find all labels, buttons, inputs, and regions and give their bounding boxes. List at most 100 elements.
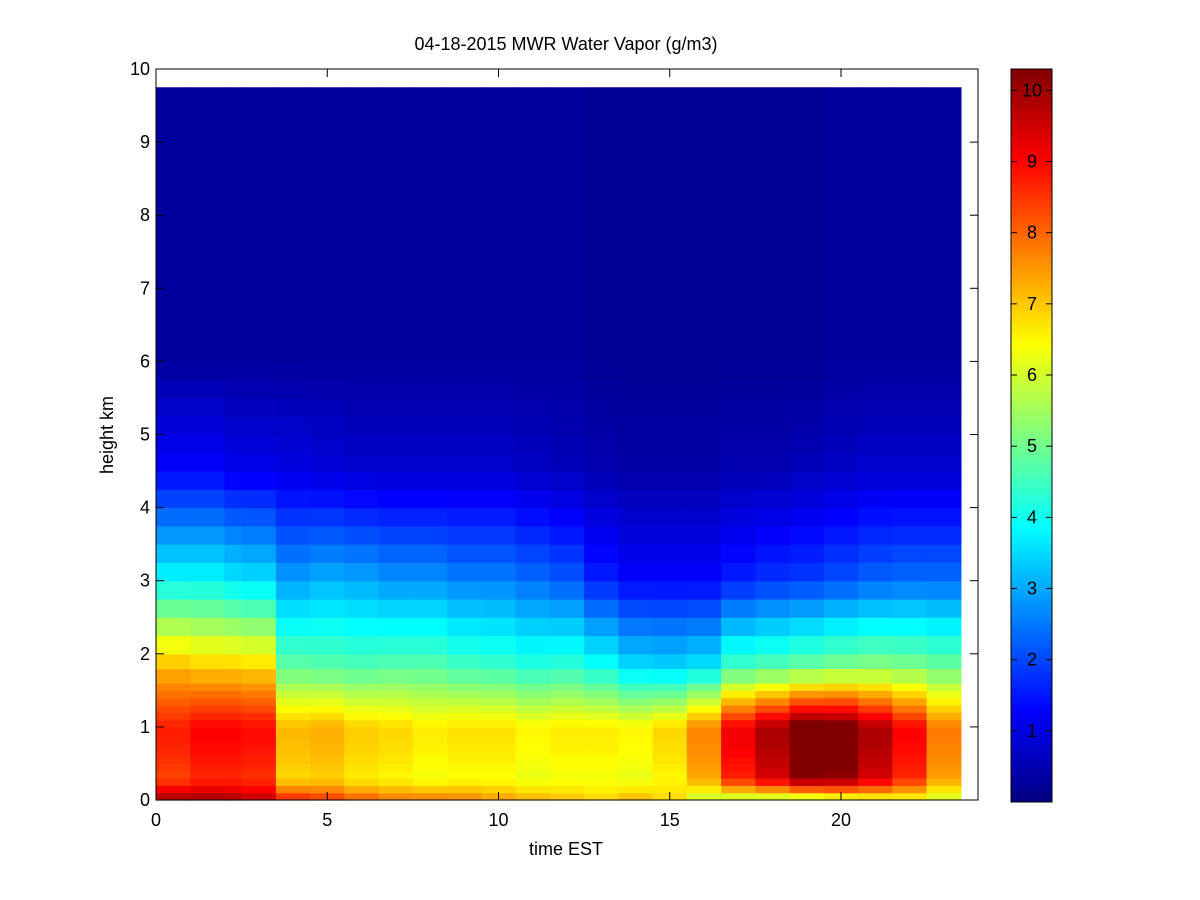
heatmap-cell [755,507,791,527]
heatmap-cell [224,361,243,381]
heatmap-cell [190,668,226,684]
heatmap-cell [481,719,517,728]
heatmap-cell [378,792,414,801]
heatmap-cell [584,215,619,253]
y-tick-label: 2 [140,644,150,664]
heatmap-cell [926,178,962,216]
heatmap-cell [310,617,345,637]
heatmap-cell [584,178,619,216]
heatmap-cell [224,580,243,600]
heatmap-cell [156,770,191,779]
heatmap-cell [686,379,722,399]
heatmap-cell [275,142,311,180]
heatmap-cell [652,734,688,743]
heatmap-cell [241,489,277,509]
heatmap-cell [549,697,585,706]
heatmap-cell [549,748,585,757]
heatmap-cell [156,105,191,143]
heatmap-cell [447,741,482,750]
heatmap-cell [549,598,585,618]
heatmap-cell [412,452,448,472]
heatmap-cell [224,251,243,289]
heatmap-cell [190,178,226,216]
heatmap-cell [275,525,311,545]
heatmap-cell [344,653,380,670]
heatmap-cell [224,105,243,143]
heatmap-cell [823,770,859,779]
heatmap-cell [275,416,311,436]
heatmap-cell [823,690,859,699]
heatmap-cell [721,361,756,381]
heatmap-cell [344,726,380,735]
heatmap-cell [755,653,791,670]
heatmap-cell [721,434,756,454]
heatmap-cell [190,617,226,637]
heatmap-cell [549,778,585,786]
heatmap-cell [892,525,928,545]
heatmap-cell [447,251,482,289]
colorbar-gradient [1011,69,1052,802]
heatmap-cell [823,763,859,772]
heatmap-cell [823,324,859,362]
colorbar-tick-label: 7 [1027,294,1037,314]
heatmap-cell [789,178,825,216]
heatmap-cell [652,748,688,757]
heatmap-cell [515,617,551,637]
colorbar-frame [1010,68,1053,803]
x-tick-label: 20 [831,810,851,830]
heatmap-cell [156,324,191,362]
heatmap-cell [549,397,585,417]
heatmap-cell [310,741,345,750]
heatmap-cell [652,489,688,509]
heatmap-cell [686,756,722,765]
heatmap-cell [686,792,722,801]
heatmap-cell [412,288,448,326]
heatmap-cell [755,726,791,735]
heatmap-cell [275,580,311,600]
heatmap-cell [515,734,551,743]
heatmap-cell [275,105,311,143]
heatmap-cell [789,416,825,436]
heatmap-cell [926,525,962,545]
heatmap-cell [412,544,448,564]
heatmap-cell [241,763,277,772]
heatmap-cell [823,452,859,472]
heatmap-cell [721,580,756,600]
heatmap-cell [412,792,448,801]
heatmap-cell [412,598,448,618]
heatmap-cell [515,416,551,436]
heatmap-cell [549,741,585,750]
heatmap-cell [892,778,928,786]
heatmap-cell [721,397,756,417]
heatmap-cell [275,288,311,326]
heatmap-cell [892,580,928,600]
heatmap-cell [892,215,928,253]
heatmap-cell [224,598,243,618]
heatmap-cell [686,525,722,545]
heatmap-cell [481,178,517,216]
heatmap-cell [755,741,791,750]
heatmap-cell [515,770,551,779]
heatmap-cell [926,434,962,454]
heatmap-cell [549,763,585,772]
heatmap-cell [652,544,688,564]
heatmap-cell [584,748,619,757]
heatmap-cell [926,792,962,801]
heatmap-cell [652,741,688,750]
heatmap-cell [275,756,311,765]
heatmap-cell [378,734,414,743]
heatmap-cell [618,452,654,472]
heatmap-cell [310,105,345,143]
heatmap-cell [515,683,551,691]
heatmap-cell [926,324,962,362]
heatmap-cell [156,215,191,253]
heatmap-cell [721,741,756,750]
heatmap-cell [447,580,482,600]
heatmap-cell [241,635,277,655]
heatmap-cell [378,653,414,670]
heatmap-cell [686,288,722,326]
heatmap-cell [858,683,893,691]
heatmap-cell [686,251,722,289]
heatmap-cell [310,785,345,794]
heatmap-cell [789,770,825,779]
